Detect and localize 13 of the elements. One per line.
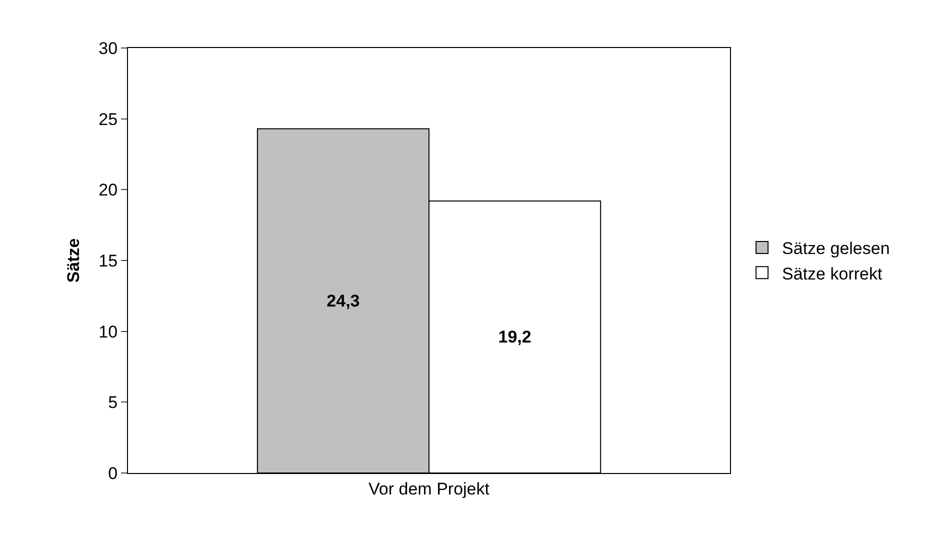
y-tick-label: 30 [98, 38, 118, 58]
legend-label: Sätze korrekt [782, 264, 882, 284]
y-tick-label: 10 [98, 322, 118, 342]
y-axis-title: Sätze [64, 238, 84, 283]
y-tick-label: 5 [108, 393, 118, 412]
y-tick-label: 25 [98, 110, 118, 129]
x-tick-label: Vor dem Projekt [368, 479, 490, 498]
data-label: 24,3 [326, 291, 360, 310]
y-tick-label: 0 [108, 464, 118, 483]
data-label: 19,2 [498, 328, 532, 346]
y-tick-label: 15 [98, 251, 118, 270]
legend-label: Sätze gelesen [782, 239, 890, 258]
y-tick-label: 20 [98, 180, 118, 200]
